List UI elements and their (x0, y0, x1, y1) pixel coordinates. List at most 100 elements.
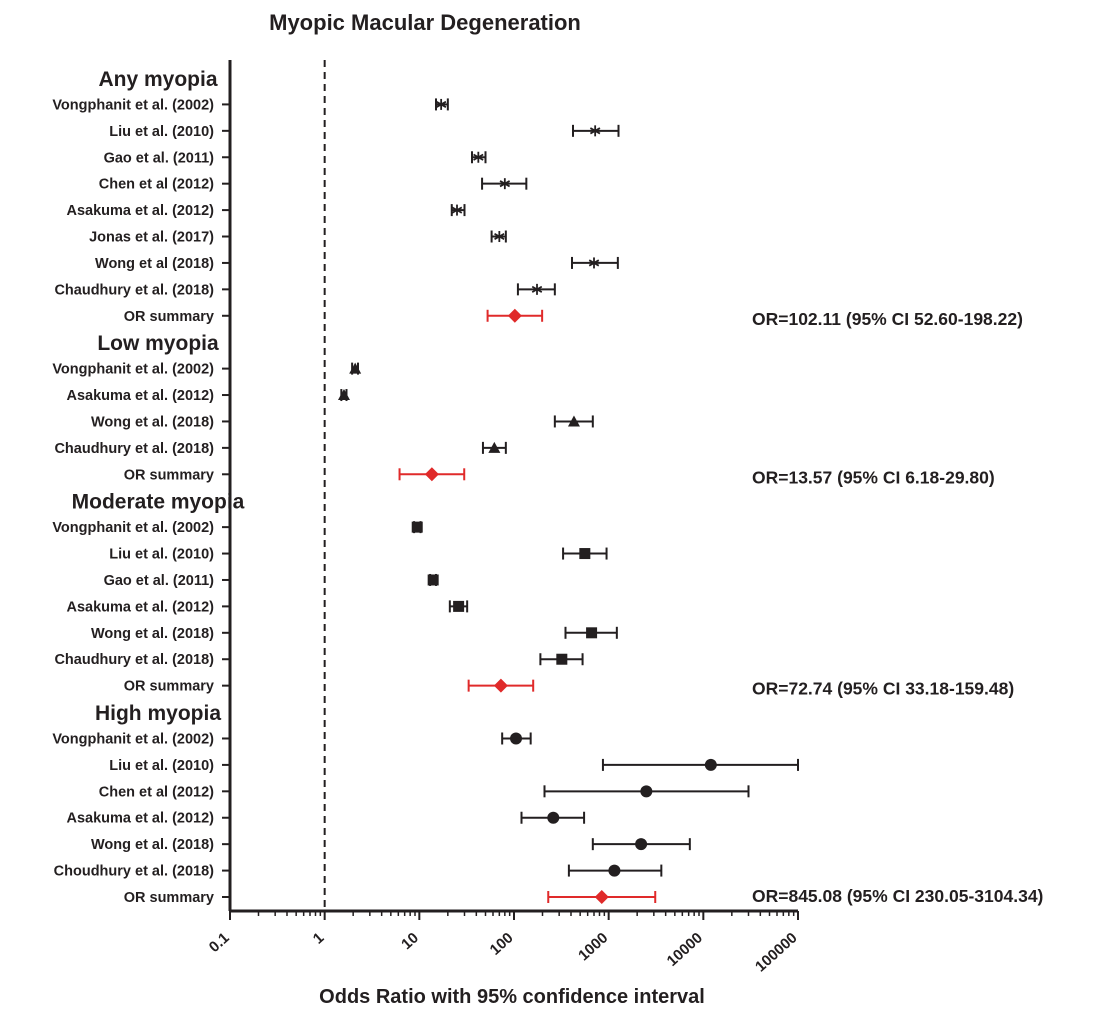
square-marker (453, 600, 465, 612)
square-marker (411, 521, 423, 533)
study-row: Wong et al (2018) (95, 256, 619, 272)
study-label: Asakuma et al. (2012) (67, 599, 215, 615)
study-label: Wong et al. (2018) (91, 414, 214, 430)
study-row: Vongphanit et al. (2002) (52, 362, 362, 378)
study-label: Vongphanit et al. (2002) (52, 362, 214, 378)
summary-or-text: OR=72.74 (95% CI 33.18-159.48) (752, 679, 1014, 699)
triangle-marker (349, 362, 362, 374)
group-title: High myopia (95, 702, 221, 725)
study-label: Liu et al. (2010) (109, 758, 214, 774)
study-row: Vongphanit et al. (2002) (52, 520, 423, 536)
summary-row: OR summary OR=13.57 (95% CI 6.18-29.80) (124, 467, 995, 487)
x-tick-label: 100000 (752, 929, 801, 975)
asterisk-marker-stroke (499, 180, 511, 188)
study-label: Jonas et al. (2017) (89, 230, 214, 246)
diamond-marker (493, 678, 508, 693)
study-row: Liu et al. (2010) (109, 547, 608, 563)
summary-label: OR summary (124, 309, 214, 325)
study-label: Wong et al (2018) (95, 256, 214, 272)
asterisk-marker-stroke (473, 153, 484, 161)
study-row: Gao et al. (2011) (104, 573, 439, 589)
study-row: Chen et al (2012) (99, 177, 528, 193)
group-title: Low myopia (97, 332, 219, 355)
summary-label: OR summary (124, 679, 214, 695)
study-label: Asakuma et al. (2012) (67, 203, 215, 219)
circle-marker (640, 785, 653, 798)
study-label: Chaudhury et al. (2018) (54, 652, 214, 668)
summary-row: OR summary OR=845.08 (95% CI 230.05-3104.… (124, 886, 1044, 906)
study-row: Asakuma et al. (2012) (67, 388, 350, 404)
study-label: Chen et al (2012) (99, 177, 214, 193)
study-row: Vongphanit et al. (2002) (52, 97, 449, 113)
study-label: Gao et al. (2011) (104, 573, 215, 589)
study-label: Vongphanit et al. (2002) (52, 97, 214, 113)
summary-or-text: OR=102.11 (95% CI 52.60-198.22) (752, 309, 1023, 329)
study-row: Wong et al. (2018) (91, 837, 691, 853)
asterisk-marker-stroke (451, 206, 463, 214)
diamond-marker (507, 308, 522, 323)
study-label: Vongphanit et al. (2002) (52, 520, 214, 536)
circle-marker (704, 758, 717, 771)
x-tick-label: 10 (398, 929, 422, 953)
study-label: Vongphanit et al. (2002) (52, 731, 214, 747)
circle-marker (547, 811, 560, 824)
summary-label: OR summary (124, 467, 214, 483)
summary-row: OR summary OR=72.74 (95% CI 33.18-159.48) (124, 678, 1014, 699)
study-row: Vongphanit et al. (2002) (52, 731, 532, 747)
asterisk-marker-stroke (435, 100, 447, 108)
chart-title: Myopic Macular Degeneration (269, 10, 581, 35)
triangle-marker (488, 441, 501, 453)
x-tick-label: 1 (310, 929, 328, 947)
square-marker (427, 574, 439, 586)
study-row: Gao et al. (2011) (104, 150, 487, 166)
square-marker (586, 627, 598, 639)
x-axis: 0.1 1 10 100 1000 10000 100000 (206, 909, 801, 975)
asterisk-marker-stroke (494, 232, 505, 241)
study-row: Choudhury et al. (2018) (54, 864, 663, 880)
summary-row: OR summary OR=102.11 (95% CI 52.60-198.22… (124, 308, 1023, 329)
study-row: Liu et al. (2010) (109, 124, 620, 140)
triangle-marker (337, 389, 350, 401)
diamond-marker (594, 890, 609, 904)
study-row: Chaudhury et al. (2018) (54, 652, 584, 668)
study-label: Chen et al (2012) (99, 784, 214, 800)
x-tick-label: 100 (487, 929, 517, 958)
study-label: Asakuma et al. (2012) (67, 811, 215, 827)
triangle-marker (567, 415, 580, 427)
study-row: Asakuma et al. (2012) (67, 811, 586, 827)
square-marker (579, 548, 591, 560)
study-label: Liu et al. (2010) (109, 124, 214, 140)
circle-marker (608, 864, 621, 877)
x-tick-label: 10000 (664, 929, 706, 970)
asterisk-marker-stroke (531, 285, 543, 293)
x-tick-label: 0.1 (206, 929, 233, 956)
study-label: Choudhury et al. (2018) (54, 864, 215, 880)
study-label: Wong et al. (2018) (91, 837, 214, 853)
study-row: Wong et al. (2018) (91, 626, 618, 642)
square-marker (556, 653, 568, 665)
asterisk-marker-stroke (588, 259, 600, 267)
study-label: Gao et al. (2011) (104, 150, 215, 166)
group-title: Any myopia (98, 68, 217, 91)
study-row: Chen et al (2012) (99, 784, 750, 800)
study-label: Wong et al. (2018) (91, 626, 214, 642)
study-label: Liu et al. (2010) (109, 547, 214, 563)
study-label: Chaudhury et al. (2018) (54, 441, 214, 457)
study-row: Jonas et al. (2017) (89, 230, 507, 246)
study-row: Asakuma et al. (2012) (67, 203, 466, 219)
study-row: Liu et al. (2010) (109, 758, 799, 774)
summary-or-text: OR=13.57 (95% CI 6.18-29.80) (752, 467, 995, 487)
group-title: Moderate myopia (72, 491, 245, 514)
summary-label: OR summary (124, 890, 214, 906)
study-row: Chaudhury et al. (2018) (54, 441, 507, 457)
study-row: Chaudhury et al. (2018) (54, 282, 556, 298)
plot-area: Any myopia Vongphanit et al. (2002) Liu et… (52, 60, 1043, 911)
study-row: Wong et al. (2018) (91, 414, 594, 430)
x-tick-label: 1000 (575, 929, 611, 964)
diamond-marker (424, 467, 439, 482)
study-label: Asakuma et al. (2012) (67, 388, 215, 404)
circle-marker (635, 838, 648, 851)
study-row: Asakuma et al. (2012) (67, 599, 469, 615)
summary-or-text: OR=845.08 (95% CI 230.05-3104.34) (752, 886, 1043, 906)
